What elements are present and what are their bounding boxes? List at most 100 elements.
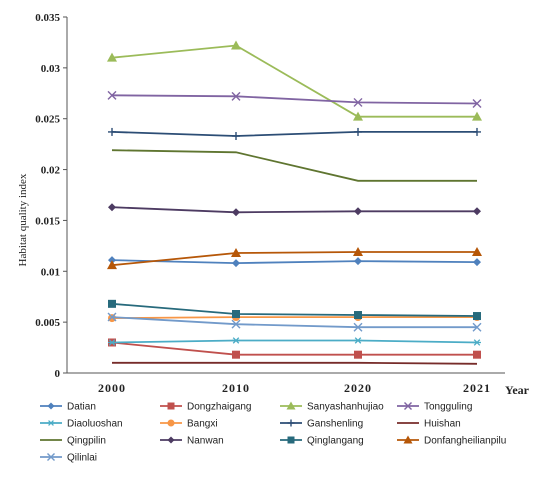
legend-label: Diaoluoshan bbox=[67, 419, 123, 430]
data-point-donfangheilianpilu-2021 bbox=[472, 246, 482, 256]
data-point-donfangheilianpilu-2010 bbox=[231, 247, 241, 257]
data-point-tongguling-2010 bbox=[231, 91, 241, 101]
legend-item-qinglangang: Qinglangang bbox=[280, 436, 364, 447]
series-line bbox=[111, 259, 478, 265]
data-point-sanyashanhujiao-2021 bbox=[472, 111, 482, 121]
series-qingpilin bbox=[111, 149, 477, 182]
legend-item-tongguling: Tongguling bbox=[397, 402, 472, 413]
data-point bbox=[167, 419, 175, 427]
legend-label: Qilinlai bbox=[67, 453, 97, 464]
data-point-qinglangang-2021 bbox=[473, 312, 481, 321]
data-point bbox=[286, 401, 296, 410]
legend-item-bangxi: Bangxi bbox=[160, 419, 218, 430]
series-line bbox=[111, 94, 478, 105]
series-line bbox=[111, 316, 477, 319]
legend-item-ganshenling: Ganshenling bbox=[280, 419, 363, 430]
legend-label: Donfangheilianpilu bbox=[424, 436, 506, 447]
data-point-datian-2010 bbox=[232, 259, 240, 268]
data-point-diaoluoshan-2020 bbox=[354, 337, 362, 344]
x-tick-label: 2021 bbox=[463, 381, 491, 395]
data-point bbox=[403, 435, 413, 444]
y-tick-label: 0.01 bbox=[41, 266, 60, 278]
data-point bbox=[47, 453, 55, 461]
data-point-qilinlai-2020 bbox=[353, 322, 363, 332]
legend-label: Qingpilin bbox=[67, 436, 106, 447]
data-point bbox=[287, 419, 295, 427]
legend-item-diaoluoshan: Diaoluoshan bbox=[40, 419, 123, 430]
series-layer bbox=[107, 40, 482, 365]
data-point-sanyashanhujiao-2000 bbox=[107, 52, 117, 62]
series-line bbox=[111, 339, 478, 344]
data-point-dongzhaigang-2020 bbox=[354, 350, 362, 359]
data-point-tongguling-2000 bbox=[107, 90, 117, 100]
data-point-qilinlai-2010 bbox=[231, 319, 241, 329]
legend-item-qilinlai: Qilinlai bbox=[40, 453, 97, 464]
data-point-diaoluoshan-2010 bbox=[232, 337, 240, 344]
series-tongguling bbox=[107, 90, 482, 108]
series-qinglangang bbox=[108, 299, 481, 321]
legend-item-donfangheilianpilu: Donfangheilianpilu bbox=[397, 435, 506, 447]
y-tick-label: 0.035 bbox=[35, 12, 60, 24]
legend: Datian Dongzhaigang Sanyashanhujiao Tonggul… bbox=[40, 401, 506, 464]
series-diaoluoshan bbox=[108, 337, 481, 346]
y-axis-title: Habitat quality index bbox=[17, 173, 29, 266]
legend-label: Sanyashanhujiao bbox=[307, 402, 384, 413]
legend-label: Bangxi bbox=[187, 419, 218, 430]
data-point-nanwan-2010 bbox=[232, 208, 240, 217]
data-point-qinglangang-2020 bbox=[354, 311, 362, 320]
x-tick-label: 2020 bbox=[344, 381, 372, 395]
series-ganshenling bbox=[108, 127, 481, 141]
legend-label: Tongguling bbox=[424, 402, 472, 413]
legend-label: Dongzhaigang bbox=[187, 402, 252, 413]
data-point-qilinlai-2021 bbox=[472, 322, 482, 332]
data-point-diaoluoshan-2000 bbox=[108, 339, 116, 346]
y-tick-label: 0.005 bbox=[35, 317, 60, 329]
x-tick-label: 2000 bbox=[98, 381, 126, 395]
series-qilinlai bbox=[107, 312, 482, 332]
data-point-bangxi-2000 bbox=[108, 314, 116, 323]
series-line bbox=[111, 341, 477, 356]
series-line bbox=[111, 149, 477, 182]
legend-item-sanyashanhujiao: Sanyashanhujiao bbox=[280, 401, 384, 413]
data-point-dongzhaigang-2010 bbox=[232, 350, 240, 359]
legend-item-dongzhaigang: Dongzhaigang bbox=[160, 402, 252, 413]
data-point-ganshenling-2000 bbox=[108, 127, 116, 136]
data-point bbox=[287, 436, 295, 444]
data-point-qilinlai-2000 bbox=[107, 312, 117, 322]
y-tick-label: 0.025 bbox=[35, 114, 60, 126]
legend-label: Huishan bbox=[424, 419, 461, 430]
series-line bbox=[111, 44, 477, 118]
data-point-ganshenling-2010 bbox=[232, 132, 240, 141]
series-donfangheilianpilu bbox=[107, 246, 482, 270]
data-point bbox=[47, 420, 55, 426]
data-point bbox=[47, 402, 55, 410]
data-point-nanwan-2020 bbox=[354, 207, 362, 216]
y-tick-label: 0.02 bbox=[41, 165, 61, 177]
series-line bbox=[111, 251, 477, 267]
series-datian bbox=[108, 256, 481, 268]
data-point-sanyashanhujiao-2010 bbox=[231, 40, 241, 50]
series-nanwan bbox=[108, 203, 481, 217]
data-point-qinglangang-2000 bbox=[108, 299, 116, 308]
data-point-donfangheilianpilu-2000 bbox=[107, 260, 117, 270]
data-point-diaoluoshan-2021 bbox=[473, 339, 481, 346]
series-line bbox=[111, 302, 478, 317]
data-point-tongguling-2020 bbox=[353, 97, 363, 107]
data-point-ganshenling-2020 bbox=[354, 127, 362, 136]
data-point-nanwan-2021 bbox=[473, 207, 481, 216]
data-point-tongguling-2021 bbox=[472, 98, 482, 108]
y-tick-label: 0.03 bbox=[41, 63, 61, 75]
y-tick-label: 0.015 bbox=[35, 215, 60, 227]
data-point-datian-2021 bbox=[473, 258, 481, 267]
data-point bbox=[167, 402, 175, 410]
axes: 0 0.005 0.01 0.015 0.02 0.025 0.03 0.035 2000 201… bbox=[35, 12, 505, 395]
legend-item-huishan: Huishan bbox=[397, 419, 461, 430]
data-point-dongzhaigang-2021 bbox=[473, 350, 481, 359]
x-tick-label: 2010 bbox=[222, 381, 250, 395]
y-tick-label: 0 bbox=[55, 368, 61, 380]
x-axis-title: Year bbox=[505, 383, 530, 397]
data-point-sanyashanhujiao-2020 bbox=[353, 111, 363, 121]
legend-label: Datian bbox=[67, 402, 96, 413]
legend-item-nanwan: Nanwan bbox=[160, 436, 224, 447]
